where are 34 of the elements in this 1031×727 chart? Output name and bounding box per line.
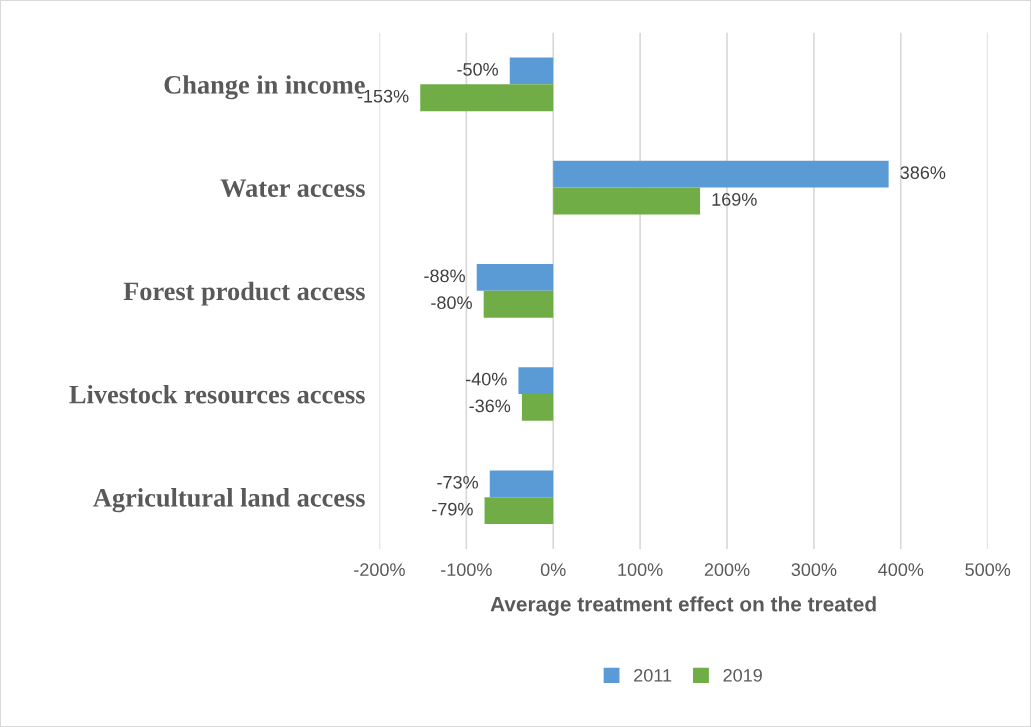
legend-label: 2011 [634, 668, 672, 682]
bar [476, 263, 554, 291]
bar [518, 367, 554, 395]
bar [483, 290, 554, 318]
bar [553, 187, 701, 215]
bar [509, 57, 554, 85]
y-tick-label: Livestock resources access [69, 384, 365, 404]
x-tick-label: 400% [878, 563, 924, 577]
legend-label: 2019 [723, 668, 762, 682]
data-label: -73% [437, 475, 479, 489]
data-label: -36% [469, 399, 511, 413]
x-axis-title: Average treatment effect on the treated [490, 596, 876, 616]
x-tick-label: 300% [791, 563, 837, 577]
data-label: -50% [457, 62, 498, 76]
data-label: -79% [432, 502, 473, 516]
data-label: 386% [900, 166, 946, 179]
data-label: -80% [431, 296, 472, 310]
bar [489, 470, 554, 498]
y-tick-label: Water access [220, 179, 365, 198]
y-tick-label: Agricultural land access [93, 488, 365, 513]
data-label: 169% [712, 193, 757, 206]
x-tick-label: -100% [441, 563, 492, 577]
bar [420, 84, 554, 112]
x-tick-label: 500% [965, 563, 1011, 577]
y-tick-label: Forest product access [123, 281, 365, 306]
data-label: -88% [424, 269, 465, 283]
x-tick-label: 100% [618, 563, 663, 577]
bar [553, 160, 889, 188]
bar [521, 394, 554, 421]
x-tick-label: -200% [354, 563, 405, 577]
x-tick-label: 200% [704, 563, 750, 577]
x-tick-label: 0% [540, 563, 566, 577]
bar [484, 497, 554, 525]
data-label: -40% [465, 372, 507, 386]
